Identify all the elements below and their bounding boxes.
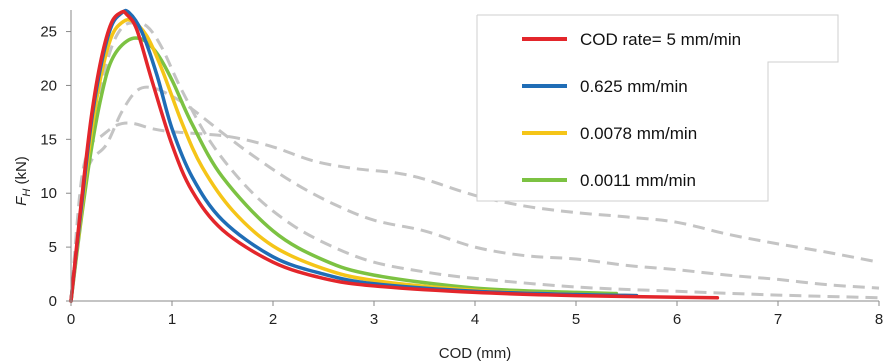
x-tick-label: 0 bbox=[67, 311, 75, 328]
series-line-4 bbox=[69, 36, 619, 303]
legend-frame bbox=[476, 14, 839, 202]
x-tick-label: 6 bbox=[673, 311, 681, 328]
x-tick-label: 1 bbox=[168, 311, 176, 328]
y-tick-label: 15 bbox=[40, 131, 57, 148]
y-axis-title-subscript: H bbox=[21, 189, 33, 197]
series-layer bbox=[69, 8, 880, 303]
axes-layer bbox=[66, 10, 880, 306]
legend-label-2: 0.625 mm/min bbox=[580, 77, 688, 96]
series-line-dashed-2 bbox=[69, 85, 880, 302]
legend-label-1: COD rate= 5 mm/min bbox=[580, 30, 741, 49]
y-tick-label: 25 bbox=[40, 24, 57, 41]
x-axis-title: COD (mm) bbox=[439, 345, 511, 362]
y-axis-title-symbol: F bbox=[13, 196, 30, 206]
series-line-1 bbox=[69, 9, 720, 303]
y-tick-label: 5 bbox=[49, 239, 57, 256]
y-axis-title: FH (kN) bbox=[13, 156, 33, 206]
x-tick-label: 2 bbox=[269, 311, 277, 328]
legend: COD rate= 5 mm/min 0.625 mm/min 0.0078 m… bbox=[476, 14, 839, 202]
y-tick-label: 10 bbox=[40, 185, 57, 202]
x-tick-label: 8 bbox=[875, 311, 883, 328]
tick-labels: 0 1 2 3 4 5 6 7 8 0 5 10 15 20 25 bbox=[40, 24, 883, 328]
x-tick-label: 3 bbox=[370, 311, 378, 328]
legend-label-3: 0.0078 mm/min bbox=[580, 124, 697, 143]
y-tick-label: 0 bbox=[49, 293, 57, 310]
y-tick-label: 20 bbox=[40, 77, 57, 94]
series-line-3 bbox=[69, 18, 639, 303]
legend-label-4: 0.0011 mm/min bbox=[580, 171, 696, 190]
series-line-dashed-1 bbox=[69, 21, 880, 302]
x-tick-label: 7 bbox=[774, 311, 782, 328]
series-line-dashed-3 bbox=[69, 121, 880, 302]
x-tick-label: 5 bbox=[572, 311, 580, 328]
y-axis-title-unit: (kN) bbox=[13, 156, 30, 189]
x-tick-label: 4 bbox=[471, 311, 479, 328]
